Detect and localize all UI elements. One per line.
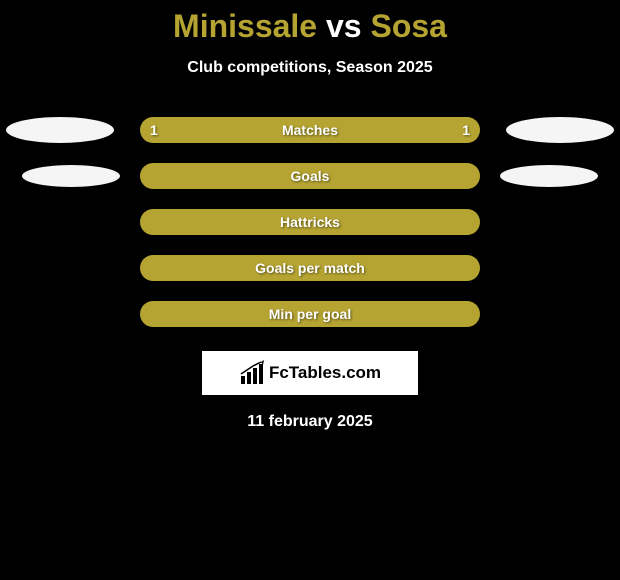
stat-label: Goals [291, 168, 330, 184]
stat-bar: Goals [140, 163, 480, 189]
bar-half-left [140, 163, 310, 189]
bar-half-right [310, 163, 480, 189]
date-text: 11 february 2025 [247, 413, 372, 431]
stat-row: Goals [0, 163, 620, 189]
player1-name: Minissale [173, 8, 317, 44]
stats-area: 1 1 Matches Goals Hattricks Goals per match Mi… [0, 117, 620, 327]
stat-label: Goals per match [255, 260, 365, 276]
competition-subtitle: Club competitions, Season 2025 [187, 59, 432, 77]
stat-row: Hattricks [0, 209, 620, 235]
page-title: Minissale vs Sosa [173, 8, 447, 45]
player2-name: Sosa [370, 8, 446, 44]
player1-ellipse [6, 117, 114, 143]
stat-bar: Min per goal [140, 301, 480, 327]
stat-label: Hattricks [280, 214, 340, 230]
stat-row: Goals per match [0, 255, 620, 281]
chart-icon [239, 360, 265, 386]
player1-ellipse [22, 165, 120, 187]
player2-ellipse [506, 117, 614, 143]
stat-bar: Goals per match [140, 255, 480, 281]
vs-text: vs [326, 8, 362, 44]
logo-text: FcTables.com [269, 363, 381, 383]
stat-value-left: 1 [150, 122, 158, 138]
stat-label: Matches [282, 122, 338, 138]
stat-row: 1 1 Matches [0, 117, 620, 143]
stat-bar: 1 1 Matches [140, 117, 480, 143]
stat-row: Min per goal [0, 301, 620, 327]
main-container: Minissale vs Sosa Club competitions, Sea… [0, 0, 620, 431]
fctables-logo[interactable]: FcTables.com [202, 351, 418, 395]
player2-ellipse [500, 165, 598, 187]
stat-bar: Hattricks [140, 209, 480, 235]
stat-value-right: 1 [462, 122, 470, 138]
stat-label: Min per goal [269, 306, 351, 322]
